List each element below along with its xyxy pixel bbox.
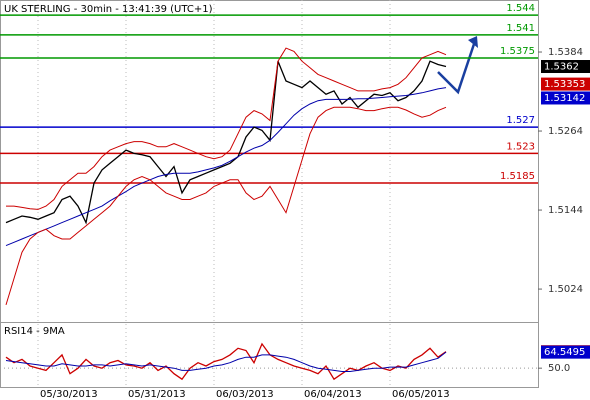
last-value-label: 1.53353 bbox=[544, 79, 585, 90]
last-value-label: 1.53142 bbox=[544, 93, 585, 104]
last-value-label: 1.5362 bbox=[544, 62, 579, 73]
x-tick-label: 06/05/2013 bbox=[392, 389, 450, 400]
level-label: 1.541 bbox=[506, 23, 535, 34]
series-line bbox=[5, 60, 447, 225]
chart-title: UK STERLING - 30min - 13:41:39 (UTC+1) bbox=[4, 4, 213, 15]
y-tick-label: 1.5144 bbox=[548, 205, 583, 216]
last-value-box bbox=[541, 77, 590, 91]
y-tick-label: 1.5024 bbox=[548, 284, 583, 295]
x-tick-label: 05/30/2013 bbox=[40, 389, 98, 400]
level-label: 1.523 bbox=[506, 141, 535, 152]
x-tick-label: 05/31/2013 bbox=[128, 389, 186, 400]
arrow-head bbox=[468, 36, 478, 48]
level-label: 1.5185 bbox=[500, 171, 535, 182]
y-tick-label: 1.5384 bbox=[548, 47, 583, 58]
y-tick-label: 1.5264 bbox=[548, 126, 583, 137]
series-line bbox=[5, 87, 447, 247]
level-label: 1.544 bbox=[506, 3, 535, 14]
last-value-label: 64.5495 bbox=[544, 347, 585, 358]
last-value-box bbox=[541, 345, 590, 359]
rsi-title: RSI14 - 9MA bbox=[4, 326, 65, 337]
series-line bbox=[6, 47, 447, 210]
y-tick-label: 50.0 bbox=[548, 363, 570, 374]
series-line bbox=[5, 342, 447, 381]
last-value-box bbox=[541, 60, 590, 74]
level-label: 1.527 bbox=[506, 115, 535, 126]
x-tick-label: 06/04/2013 bbox=[304, 389, 362, 400]
x-tick-label: 06/03/2013 bbox=[216, 389, 274, 400]
series-line bbox=[5, 106, 447, 306]
series-line bbox=[5, 351, 447, 372]
level-label: 1.5375 bbox=[500, 46, 535, 57]
forecast-arrow bbox=[437, 43, 476, 95]
last-value-box bbox=[541, 91, 590, 105]
